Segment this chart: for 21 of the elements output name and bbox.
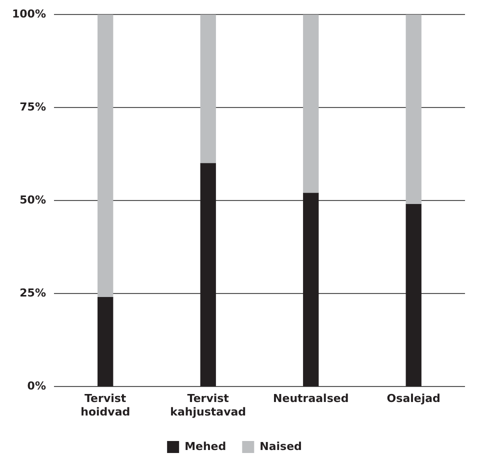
bar xyxy=(200,163,216,386)
category-label: kahjustavad xyxy=(170,405,246,418)
y-tick-label: 100% xyxy=(12,7,46,20)
y-tick-label: 25% xyxy=(20,286,46,300)
category-label: hoidvad xyxy=(80,405,130,418)
legend-label: Naised xyxy=(260,440,302,453)
y-tick-label: 50% xyxy=(20,193,46,206)
category-label: Tervist xyxy=(84,392,126,406)
x-tick-label: Neutraalsed xyxy=(273,392,349,406)
bar xyxy=(98,296,114,386)
bar xyxy=(98,14,114,298)
y-tick-label: 0% xyxy=(27,379,46,392)
legend-label: Mehed xyxy=(184,440,226,453)
bar xyxy=(303,192,319,386)
category-label: Tervist xyxy=(187,392,229,406)
bar xyxy=(406,14,422,205)
y-tick-label: 75% xyxy=(20,100,46,114)
x-tick-label: Osalejad xyxy=(386,392,440,406)
bar xyxy=(303,14,319,194)
bar xyxy=(406,204,422,386)
bar xyxy=(200,14,216,164)
